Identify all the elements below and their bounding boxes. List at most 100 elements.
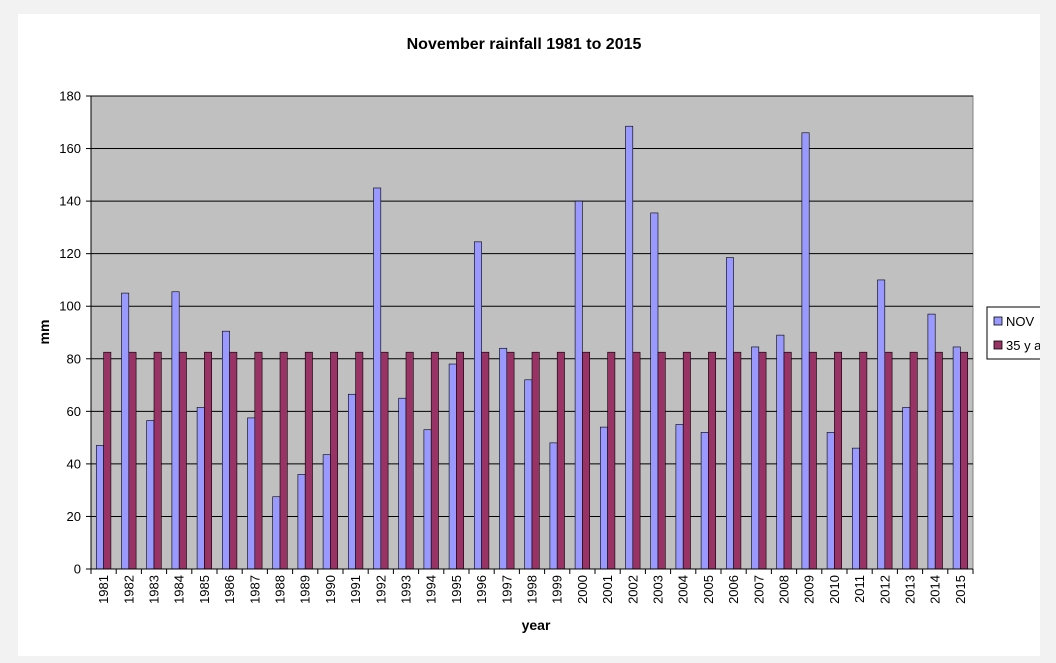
x-tick-label-2009: 2009	[802, 575, 817, 604]
bar-35y-av-2010	[834, 351, 843, 570]
bar-35y-av-2004	[682, 351, 691, 570]
bar-nov-1985	[196, 407, 205, 570]
x-tick-label-1987: 1987	[247, 575, 262, 604]
y-tick-label-0: 0	[74, 562, 81, 577]
bar-35y-av-2001	[607, 351, 616, 570]
x-tick-label-1990: 1990	[323, 575, 338, 604]
bar-35y-av-2000	[582, 351, 591, 570]
y-tick-label-180: 180	[59, 89, 81, 104]
bar-nov-1991	[347, 393, 356, 570]
y-tick-label-160: 160	[59, 141, 81, 156]
x-tick-label-1988: 1988	[273, 575, 288, 604]
x-tick-label-1984: 1984	[172, 575, 187, 604]
legend-swatch-35y-av	[993, 340, 1003, 350]
bar-35y-av-1999	[556, 351, 565, 570]
x-tick-label-1996: 1996	[474, 575, 489, 604]
bar-35y-av-2003	[657, 351, 666, 570]
bar-nov-2005	[700, 432, 709, 570]
x-tick-label-2003: 2003	[651, 575, 666, 604]
x-axis-title: year	[522, 617, 551, 633]
bar-35y-av-1993	[405, 351, 414, 570]
bar-35y-av-1986	[229, 351, 238, 570]
bar-nov-1986	[221, 330, 230, 570]
legend-label-35y-av: 35 y av	[1006, 338, 1040, 353]
bars	[95, 125, 969, 570]
x-tick-label-2000: 2000	[575, 575, 590, 604]
x-tick-label-2008: 2008	[777, 575, 792, 604]
bar-35y-av-2013	[909, 351, 918, 570]
x-tick-label-2014: 2014	[928, 575, 943, 604]
bar-35y-av-2006	[733, 351, 742, 570]
bar-nov-1983	[146, 420, 155, 570]
bar-35y-av-2007	[758, 351, 767, 570]
x-tick-label-2002: 2002	[625, 575, 640, 604]
bar-nov-1996	[473, 241, 482, 570]
bar-35y-av-2014	[934, 351, 943, 570]
bar-nov-1993	[398, 397, 407, 570]
chart-title: November rainfall 1981 to 2015	[407, 36, 642, 53]
bar-35y-av-2008	[783, 351, 792, 570]
bar-35y-av-2011	[859, 351, 868, 570]
x-tick-label-1993: 1993	[399, 575, 414, 604]
y-tick-label-100: 100	[59, 299, 81, 314]
bar-35y-av-1984	[178, 351, 187, 570]
legend-swatch-nov	[993, 316, 1003, 326]
bar-nov-2004	[675, 424, 684, 570]
y-tick-label-120: 120	[59, 246, 81, 261]
bar-nov-1984	[171, 291, 180, 570]
bar-nov-1981	[95, 445, 104, 570]
bar-nov-1999	[549, 442, 558, 570]
x-tick-label-1994: 1994	[424, 575, 439, 604]
bar-35y-av-1988	[279, 351, 288, 570]
bar-nov-2007	[751, 346, 760, 570]
bar-nov-2000	[574, 200, 583, 570]
gridlines	[91, 95, 973, 517]
bar-nov-1994	[423, 429, 432, 570]
x-tick-label-1997: 1997	[499, 575, 514, 604]
bar-nov-2006	[725, 257, 734, 570]
bar-nov-2013	[902, 407, 911, 570]
bar-35y-av-1982	[128, 351, 137, 570]
bar-nov-2011	[851, 447, 860, 570]
bar-35y-av-2005	[708, 351, 717, 570]
bar-35y-av-2012	[884, 351, 893, 570]
bar-35y-av-1989	[304, 351, 313, 570]
bar-35y-av-1985	[204, 351, 213, 570]
x-tick-label-2012: 2012	[877, 575, 892, 604]
x-tick-label-2010: 2010	[827, 575, 842, 604]
y-tick-labels: 0 20 40 60 80 100 120 140 160 180	[59, 89, 81, 577]
bar-35y-av-1994	[430, 351, 439, 570]
x-tick-label-1982: 1982	[121, 575, 136, 604]
bar-nov-2014	[927, 313, 936, 570]
x-tick-label-2001: 2001	[600, 575, 615, 604]
bar-nov-2002	[625, 125, 634, 570]
y-axis-title: mm	[36, 320, 52, 345]
bar-nov-2008	[776, 334, 785, 570]
bar-chart: November rainfall 1981 to 2015 0 20 40 60 80…	[36, 36, 1040, 633]
x-tick-label-1995: 1995	[449, 575, 464, 604]
x-tick-label-1998: 1998	[525, 575, 540, 604]
y-tick-label-140: 140	[59, 194, 81, 209]
bar-35y-av-1990	[330, 351, 339, 570]
x-tick-label-1991: 1991	[348, 575, 363, 604]
bar-35y-av-1981	[103, 351, 112, 570]
bar-35y-av-2015	[960, 351, 969, 570]
bar-nov-1992	[373, 187, 382, 570]
bar-nov-2012	[877, 279, 886, 570]
bar-nov-1987	[247, 417, 256, 570]
legend-box	[986, 306, 1040, 360]
x-tick-label-1999: 1999	[550, 575, 565, 604]
y-tick-label-20: 20	[67, 509, 81, 524]
x-tick-label-2007: 2007	[751, 575, 766, 604]
x-tick-label-1985: 1985	[197, 575, 212, 604]
x-tick-label-2004: 2004	[676, 575, 691, 604]
x-tick-label-2013: 2013	[903, 575, 918, 604]
x-tick-label-1983: 1983	[147, 575, 162, 604]
x-tick-label-2011: 2011	[852, 575, 867, 603]
bar-nov-2001	[599, 426, 608, 570]
axes	[86, 95, 974, 574]
bar-35y-av-1983	[153, 351, 162, 570]
legend: NOV 35 y av	[986, 306, 1040, 360]
bar-nov-1988	[272, 496, 281, 570]
y-tick-label-80: 80	[67, 351, 81, 366]
